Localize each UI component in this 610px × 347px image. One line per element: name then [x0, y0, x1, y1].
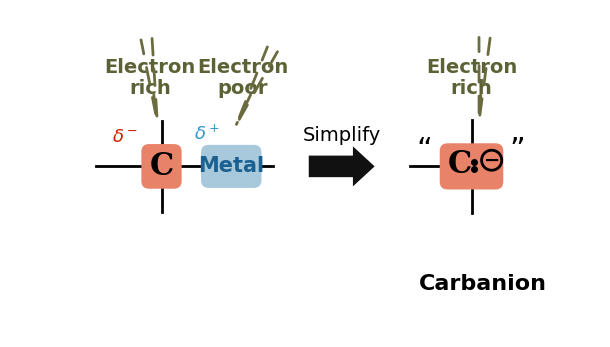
FancyBboxPatch shape	[142, 144, 182, 189]
Text: Electron
poor: Electron poor	[197, 58, 289, 98]
Text: C: C	[448, 149, 472, 180]
Text: Metal: Metal	[198, 156, 264, 176]
FancyBboxPatch shape	[440, 143, 503, 189]
Text: “: “	[416, 136, 432, 166]
Text: $\delta^+$: $\delta^+$	[194, 124, 220, 143]
Text: Electron
rich: Electron rich	[426, 58, 517, 98]
Text: −: −	[484, 151, 500, 170]
Polygon shape	[309, 146, 375, 186]
Text: $\delta^-$: $\delta^-$	[112, 128, 137, 146]
FancyBboxPatch shape	[201, 145, 262, 188]
Text: ”: ”	[509, 136, 525, 166]
Text: Carbanion: Carbanion	[419, 274, 547, 294]
Text: Simplify: Simplify	[303, 126, 381, 145]
Text: C: C	[149, 151, 174, 182]
Text: Electron
rich: Electron rich	[104, 58, 195, 98]
